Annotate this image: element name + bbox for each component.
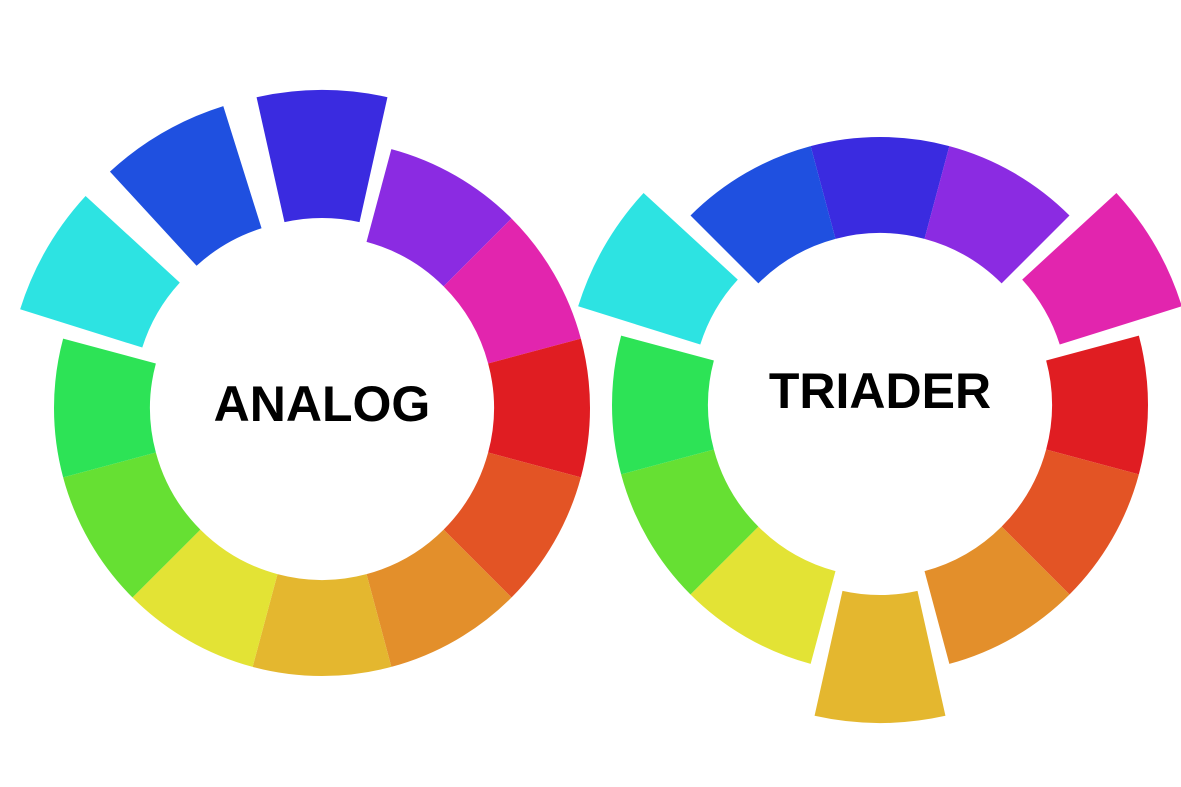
segment-yellow xyxy=(132,529,278,667)
segment-yellow-orange-highlighted xyxy=(814,590,946,724)
segment-indigo xyxy=(810,136,950,239)
segment-violet xyxy=(366,149,512,287)
segment-red xyxy=(488,338,591,478)
segment-green xyxy=(53,338,156,478)
segment-yellow-orange xyxy=(252,574,392,677)
segment-magenta xyxy=(443,218,581,364)
segment-red xyxy=(1046,335,1149,475)
segment-green xyxy=(611,335,714,475)
triader-wheel-label: TRIADER xyxy=(769,363,991,419)
segment-red-orange xyxy=(1001,449,1139,595)
segment-yellow-green xyxy=(63,452,201,598)
segment-orange xyxy=(924,526,1070,664)
segment-blue-highlighted xyxy=(109,106,262,266)
segment-orange xyxy=(366,529,512,667)
segment-magenta-highlighted xyxy=(1022,192,1181,345)
segment-yellow xyxy=(690,526,836,664)
segment-cyan-highlighted xyxy=(578,192,738,345)
segment-cyan-highlighted xyxy=(20,195,180,348)
analog-color-wheel: ANALOG xyxy=(20,89,591,677)
segment-yellow-green xyxy=(621,449,759,595)
segment-blue xyxy=(690,146,836,284)
triader-color-wheel: TRIADER xyxy=(578,136,1181,724)
segment-red-orange xyxy=(443,452,581,598)
segment-indigo-highlighted xyxy=(256,89,388,223)
analog-wheel-label: ANALOG xyxy=(214,376,431,432)
segment-violet xyxy=(924,146,1070,284)
